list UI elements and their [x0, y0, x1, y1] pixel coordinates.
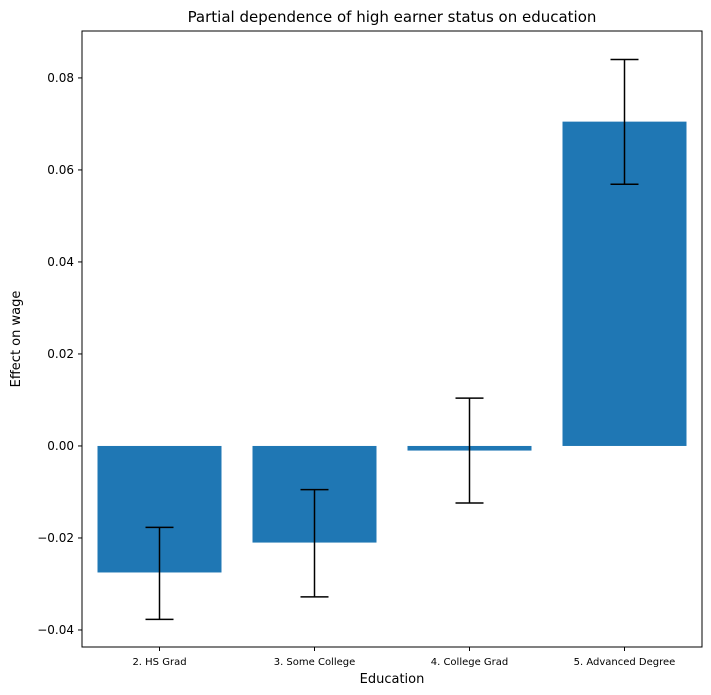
x-tick-label: 5. Advanced Degree [574, 657, 676, 668]
bars-layer [97, 121, 687, 573]
x-tick-label: 4. College Grad [431, 657, 509, 668]
y-tick-label: −0.02 [37, 531, 74, 545]
x-tick-label: 3. Some College [274, 657, 356, 668]
errorbars-layer [145, 58, 639, 621]
y-tick-label: 0.08 [47, 71, 74, 85]
y-tick-label: 0.02 [47, 347, 74, 361]
x-axis-label: Education [360, 672, 425, 687]
y-tick-label: 0.04 [47, 255, 74, 269]
x-tick-label: 2. HS Grad [132, 657, 186, 668]
y-axis-label: Effect on wage [9, 291, 24, 388]
plot-frame [81, 30, 703, 648]
y-tick-label: −0.04 [37, 623, 74, 637]
chart-title: Partial dependence of high earner status… [188, 8, 597, 26]
x-axis: 2. HS Grad 3. Some College 4. College Grad… [132, 647, 675, 668]
y-tick-label: 0.00 [47, 439, 74, 453]
y-tick-label: 0.06 [47, 163, 74, 177]
y-axis: −0.04 −0.02 0.00 0.02 0.04 0.06 0.08 [37, 71, 82, 637]
